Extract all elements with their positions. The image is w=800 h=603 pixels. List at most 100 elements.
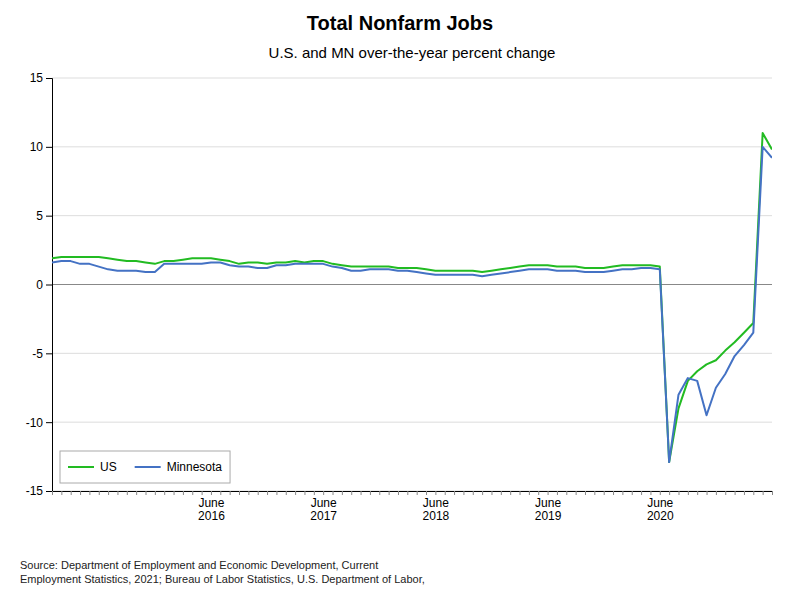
x-tick <box>146 491 147 495</box>
x-tick <box>510 491 511 495</box>
tick-mark <box>61 491 62 495</box>
x-tick <box>725 491 726 495</box>
tick-label: June2020 <box>647 496 674 524</box>
x-tick <box>707 491 708 495</box>
tick-mark <box>295 491 296 495</box>
x-tick <box>622 491 623 495</box>
x-tick <box>744 491 745 495</box>
tick-mark <box>753 491 754 495</box>
tick-mark <box>286 491 287 495</box>
tick-mark <box>548 491 549 495</box>
tick-label-line: 2020 <box>647 509 674 523</box>
tick-mark <box>707 491 708 495</box>
tick-mark <box>80 491 81 495</box>
tick-mark <box>716 491 717 495</box>
x-tick <box>613 491 614 495</box>
tick-label: -5 <box>32 347 43 361</box>
x-tick: June2019 <box>535 491 562 523</box>
x-tick <box>688 491 689 495</box>
tick-label: June2018 <box>423 496 450 524</box>
x-tick <box>192 491 193 495</box>
x-tick <box>276 491 277 495</box>
tick-label: -10 <box>26 416 44 430</box>
chart: Total Nonfarm JobsU.S. and MN over-the-y… <box>0 0 800 603</box>
tick-mark <box>763 491 764 495</box>
axis-line <box>53 492 773 496</box>
tick-mark <box>46 353 52 354</box>
tick-mark <box>501 491 502 495</box>
x-tick <box>716 491 717 495</box>
x-tick <box>71 491 72 495</box>
x-tick <box>501 491 502 495</box>
tick-mark <box>697 491 698 495</box>
x-tick <box>398 491 399 495</box>
x-tick <box>89 491 90 495</box>
tick-mark <box>604 491 605 495</box>
x-tick <box>641 491 642 495</box>
tick-mark <box>585 491 586 495</box>
tick-mark <box>463 491 464 495</box>
x-tick: June2016 <box>198 491 225 523</box>
tick-mark <box>520 491 521 495</box>
tick-mark <box>192 491 193 495</box>
x-tick <box>445 491 446 495</box>
tick-mark <box>772 491 773 495</box>
x-tick <box>230 491 231 495</box>
tick-mark <box>407 491 408 495</box>
y-tick: 15 <box>30 71 52 85</box>
legend-swatch <box>68 466 94 468</box>
plot: -15 -10 -5 0 5 10 15 June2016 June2017 June2018 Ju… <box>26 71 773 523</box>
x-tick <box>650 491 651 495</box>
x-tick: June2020 <box>647 491 674 523</box>
tick-mark <box>211 491 212 495</box>
tick-mark <box>744 491 745 495</box>
tick-mark <box>89 491 90 495</box>
x-tick <box>295 491 296 495</box>
legend: USMinnesota <box>60 451 230 483</box>
zero-line <box>52 284 772 285</box>
x-tick <box>314 491 315 495</box>
tick-label: 0 <box>36 278 43 292</box>
tick-mark <box>576 491 577 495</box>
tick-label: June2016 <box>198 496 225 524</box>
x-tick <box>538 491 539 495</box>
x-tick <box>697 491 698 495</box>
x-tick <box>342 491 343 495</box>
tick-mark <box>323 491 324 495</box>
tick-label: -15 <box>26 484 44 498</box>
tick-mark <box>304 491 305 495</box>
tick-label-line: 2017 <box>310 509 337 523</box>
x-tick <box>258 491 259 495</box>
tick-mark <box>202 491 203 495</box>
tick-mark <box>622 491 623 495</box>
tick-label-line: June <box>311 496 337 510</box>
tick-mark <box>417 491 418 495</box>
y-tick: 10 <box>30 140 52 154</box>
x-tick <box>669 491 670 495</box>
y-tick: 0 <box>36 278 52 292</box>
x-tick: June2017 <box>310 491 337 523</box>
tick-mark <box>632 491 633 495</box>
tick-mark <box>725 491 726 495</box>
tick-mark <box>491 491 492 495</box>
tick-mark <box>351 491 352 495</box>
tick-mark <box>379 491 380 495</box>
x-tick <box>80 491 81 495</box>
y-axis: -15 -10 -5 0 5 10 15 <box>26 71 53 498</box>
x-tick <box>52 491 53 495</box>
x-tick <box>632 491 633 495</box>
x-tick <box>594 491 595 495</box>
tick-label-line: 2019 <box>535 509 562 523</box>
x-tick <box>108 491 109 495</box>
tick-mark <box>566 491 567 495</box>
tick-mark <box>230 491 231 495</box>
tick-mark <box>473 491 474 495</box>
tick-mark <box>641 491 642 495</box>
x-tick <box>183 491 184 495</box>
tick-mark <box>46 78 52 79</box>
tick-mark <box>117 491 118 495</box>
tick-mark <box>46 491 52 492</box>
x-tick <box>585 491 586 495</box>
tick-mark <box>276 491 277 495</box>
y-tick: 5 <box>36 209 52 223</box>
